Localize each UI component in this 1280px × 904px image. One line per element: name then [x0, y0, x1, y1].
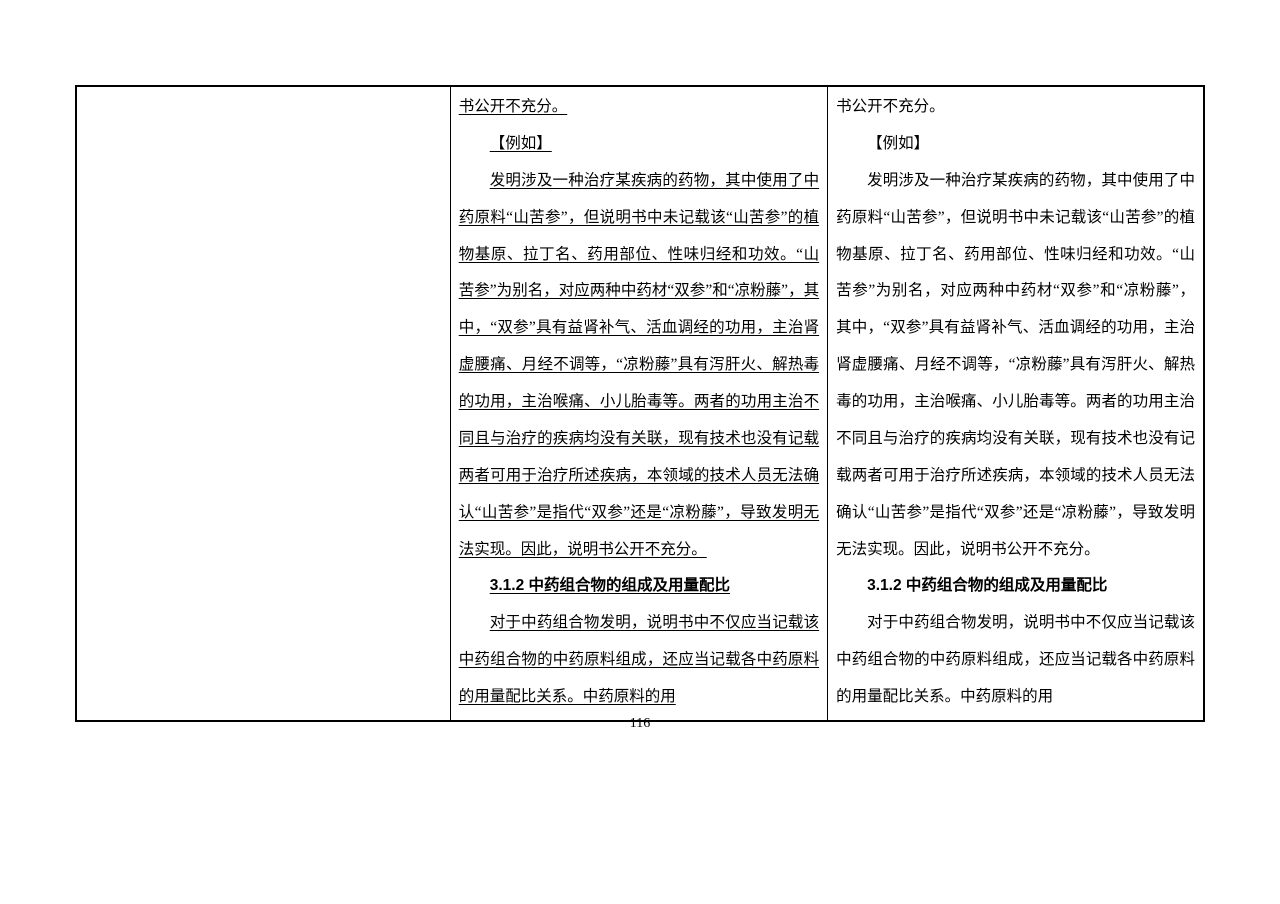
right-para-3: 发明涉及一种治疗某疾病的药物，其中使用了中药原料“山苦参”，但说明书中未记载该“… — [836, 163, 1195, 569]
middle-cell-content: 书公开不充分。 【例如】 发明涉及一种治疗某疾病的药物，其中使用了中药原料“山苦… — [451, 87, 827, 720]
column-left — [76, 86, 450, 721]
right-heading-1: 3.1.2 中药组合物的组成及用量配比 — [836, 568, 1195, 605]
left-cell-content — [77, 87, 450, 93]
comparison-table: 书公开不充分。 【例如】 发明涉及一种治疗某疾病的药物，其中使用了中药原料“山苦… — [75, 85, 1205, 722]
column-middle: 书公开不充分。 【例如】 发明涉及一种治疗某疾病的药物，其中使用了中药原料“山苦… — [450, 86, 827, 721]
page-number: 116 — [0, 716, 1280, 732]
right-para-1: 书公开不充分。 — [836, 89, 1195, 126]
page-container: 书公开不充分。 【例如】 发明涉及一种治疗某疾病的药物，其中使用了中药原料“山苦… — [75, 85, 1205, 722]
mid-heading-1: 3.1.2 中药组合物的组成及用量配比 — [459, 568, 819, 605]
right-para-2: 【例如】 — [836, 126, 1195, 163]
mid-para-1: 书公开不充分。 — [459, 89, 819, 126]
right-para-4: 对于中药组合物发明，说明书中不仅应当记载该中药组合物的中药原料组成，还应当记载各… — [836, 605, 1195, 716]
table-row: 书公开不充分。 【例如】 发明涉及一种治疗某疾病的药物，其中使用了中药原料“山苦… — [76, 86, 1204, 721]
column-right: 书公开不充分。 【例如】 发明涉及一种治疗某疾病的药物，其中使用了中药原料“山苦… — [828, 86, 1204, 721]
right-cell-content: 书公开不充分。 【例如】 发明涉及一种治疗某疾病的药物，其中使用了中药原料“山苦… — [828, 87, 1203, 720]
mid-para-2: 【例如】 — [459, 126, 819, 163]
mid-para-4: 对于中药组合物发明，说明书中不仅应当记载该中药组合物的中药原料组成，还应当记载各… — [459, 605, 819, 716]
mid-para-3: 发明涉及一种治疗某疾病的药物，其中使用了中药原料“山苦参”，但说明书中未记载该“… — [459, 163, 819, 569]
